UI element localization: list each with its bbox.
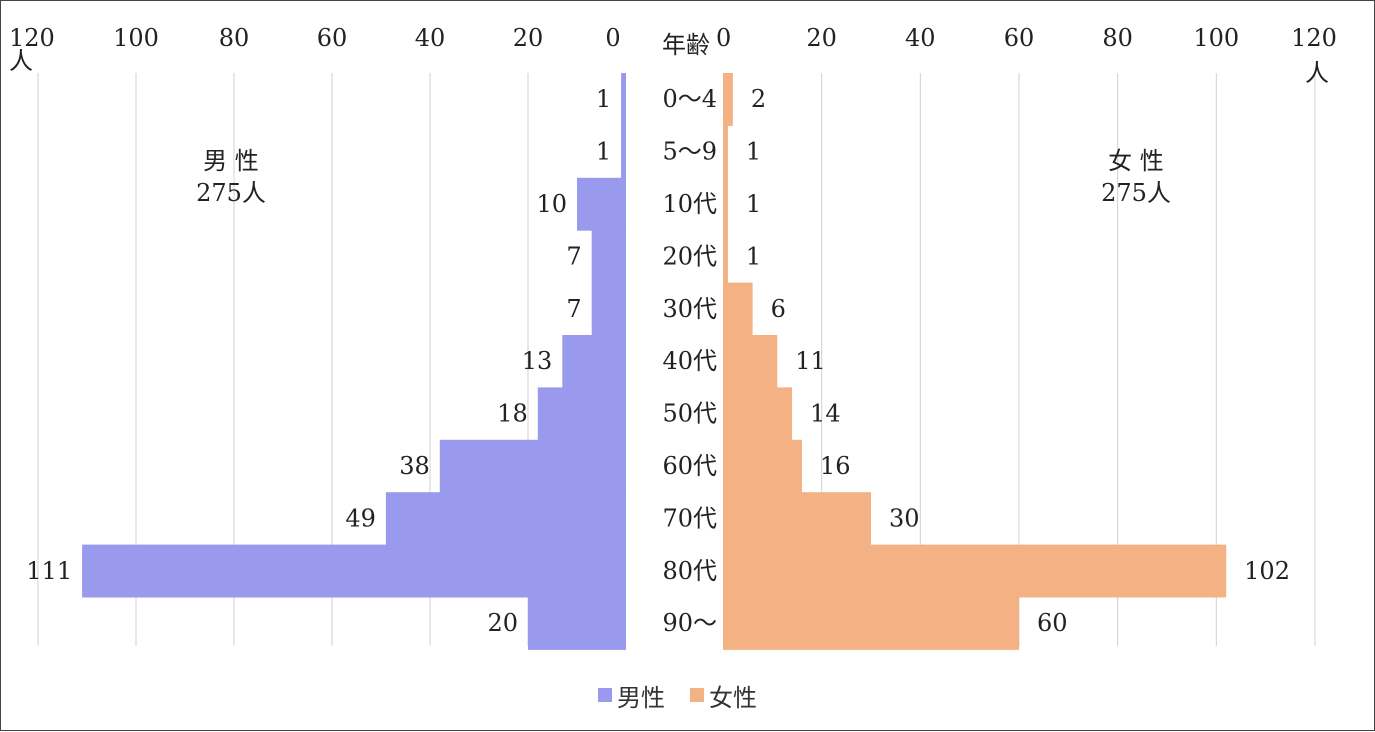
male-data-label: 111 bbox=[26, 557, 72, 585]
category-label: 20代 bbox=[662, 242, 717, 270]
male-data-label: 18 bbox=[497, 400, 528, 428]
male-axis-unit: 人 bbox=[9, 47, 33, 75]
male-data-label: 1 bbox=[596, 138, 611, 166]
female-bar-30代 bbox=[723, 282, 753, 336]
male-bar-90〜 bbox=[528, 597, 626, 650]
female-axis-unit: 人 bbox=[1305, 59, 1329, 87]
category-label: 0〜4 bbox=[662, 85, 717, 113]
category-label: 5〜9 bbox=[662, 138, 717, 166]
female-data-label: 1 bbox=[746, 242, 761, 270]
female-bar-5〜9 bbox=[723, 125, 728, 179]
male-bar-5〜9 bbox=[621, 125, 626, 179]
female-bar-20代 bbox=[723, 230, 728, 284]
female-data-label: 6 bbox=[771, 295, 786, 323]
male-axis-tick-label: 20 bbox=[513, 24, 544, 52]
category-label: 90〜 bbox=[662, 609, 717, 637]
male-bar-20代 bbox=[591, 230, 626, 284]
female-bar-90〜 bbox=[723, 597, 1019, 650]
category-label: 10代 bbox=[662, 190, 717, 218]
male-data-label: 7 bbox=[566, 295, 581, 323]
male-data-label: 10 bbox=[536, 190, 567, 218]
female-bar-60代 bbox=[723, 439, 802, 493]
male-bar-50代 bbox=[537, 387, 626, 441]
female-bar-10代 bbox=[723, 177, 728, 231]
female-data-label: 11 bbox=[795, 347, 826, 375]
female-axis-tick-label: 0 bbox=[716, 24, 731, 52]
male-bar-10代 bbox=[577, 177, 626, 231]
female-bar-0〜4 bbox=[723, 73, 733, 126]
female-data-label: 30 bbox=[889, 504, 920, 532]
female-data-label: 16 bbox=[820, 452, 851, 480]
male-bar-70代 bbox=[385, 492, 626, 546]
male-axis-tick-label: 60 bbox=[317, 24, 348, 52]
male-bar-40代 bbox=[562, 335, 626, 388]
male-data-label: 49 bbox=[345, 504, 376, 532]
male-bar-0〜4 bbox=[621, 73, 626, 126]
male-bar-30代 bbox=[591, 282, 626, 336]
female-axis-tick-label: 80 bbox=[1102, 24, 1133, 52]
female-panel-title: 女 性 bbox=[1108, 147, 1164, 175]
female-axis-tick-label: 20 bbox=[806, 24, 837, 52]
male-data-label: 38 bbox=[399, 452, 430, 480]
female-axis-tick-label: 120 bbox=[1291, 24, 1337, 52]
male-panel-title: 男 性 bbox=[203, 147, 259, 175]
male-bar-80代 bbox=[82, 544, 627, 598]
legend-label-male: 男性 bbox=[617, 684, 665, 712]
female-axis-tick-label: 40 bbox=[905, 24, 936, 52]
female-data-label: 60 bbox=[1037, 609, 1068, 637]
male-bar-60代 bbox=[439, 439, 626, 493]
male-data-label: 20 bbox=[487, 609, 518, 637]
female-data-label: 1 bbox=[746, 138, 761, 166]
female-axis-tick-label: 60 bbox=[1004, 24, 1035, 52]
category-label: 80代 bbox=[662, 557, 717, 585]
female-data-label: 1 bbox=[746, 190, 761, 218]
male-data-label: 1 bbox=[596, 85, 611, 113]
male-data-label: 13 bbox=[522, 347, 553, 375]
female-bar-70代 bbox=[723, 492, 871, 546]
legend-swatch-female bbox=[690, 688, 704, 702]
category-label: 30代 bbox=[662, 295, 717, 323]
category-axis-title: 年齢 bbox=[662, 31, 710, 59]
legend-swatch-male bbox=[598, 688, 612, 702]
male-data-label: 7 bbox=[566, 242, 581, 270]
male-axis-tick-label: 40 bbox=[415, 24, 446, 52]
category-label: 60代 bbox=[662, 452, 717, 480]
category-label: 50代 bbox=[662, 400, 717, 428]
female-axis-tick-label: 100 bbox=[1193, 24, 1239, 52]
legend-label-female: 女性 bbox=[709, 684, 757, 712]
female-panel-total: 275人 bbox=[1101, 179, 1171, 207]
female-bar-80代 bbox=[723, 544, 1227, 598]
male-axis-tick-label: 80 bbox=[219, 24, 250, 52]
female-bar-50代 bbox=[723, 387, 793, 441]
male-axis-tick-label: 120 bbox=[9, 24, 55, 52]
male-axis-tick-label: 100 bbox=[113, 24, 159, 52]
category-label: 40代 bbox=[662, 347, 717, 375]
female-data-label: 14 bbox=[810, 400, 841, 428]
female-bar-40代 bbox=[723, 335, 778, 388]
male-axis-tick-label: 0 bbox=[605, 24, 620, 52]
category-label: 70代 bbox=[662, 504, 717, 532]
female-data-label: 2 bbox=[751, 85, 766, 113]
male-panel-total: 275人 bbox=[196, 179, 266, 207]
female-data-label: 102 bbox=[1244, 557, 1290, 585]
